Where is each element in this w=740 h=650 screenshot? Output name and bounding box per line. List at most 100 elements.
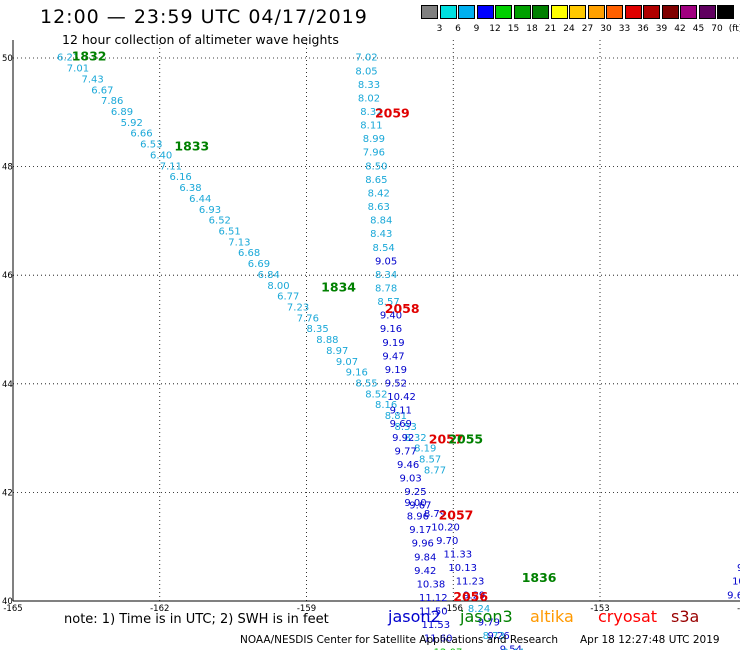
lat-tick-label: 40 [2,597,13,607]
wave-height-value: 8.44 [502,647,524,650]
colorbar-label: (ft) [728,24,740,34]
wave-height-value: 7.11 [160,161,182,172]
colorbar-swatch [661,5,679,19]
wave-height-value: 8.79 [424,509,446,520]
wave-height-value: 11.12 [419,593,448,604]
wave-height-value: 6.40 [150,150,172,161]
pass-time-label: 1836 [522,570,557,585]
wave-height-value: 8.43 [370,229,392,240]
colorbar-label: 42 [674,24,686,34]
colorbar-swatch [476,5,494,19]
wave-height-value: 9.16 [346,368,368,379]
wave-height-value: 8.50 [365,161,387,172]
wave-height-value: 11.23 [456,577,485,588]
wave-height-value: 8.34 [375,270,397,281]
colorbar-label: 33 [618,24,631,34]
wave-height-value: 6.51 [218,226,240,237]
colorbar-swatch [439,5,457,19]
colorbar-swatch [569,5,586,19]
colorbar-swatch [495,5,512,19]
lat-tick-label: 48 [2,163,13,173]
wave-height-value: 9.03 [399,474,421,485]
time-unit-note: note: 1) Time is in UTC; 2) SWH is in fe… [64,612,329,627]
colorbar-swatch [550,5,568,19]
wave-height-value: 6.77 [277,292,299,303]
wave-height-value: 6.16 [170,172,192,183]
wave-height-value: 12.07 [434,647,463,650]
mission-label-s3a: s3a [671,607,700,626]
wave-height-value: 8.19 [414,444,436,455]
colorbar-swatch [606,5,623,19]
map-title: 12:00 — 23:59 UTC 04/17/2019 [40,6,368,28]
pass-time-label: 2057 [429,432,464,447]
wave-height-value: 7.96 [363,148,385,159]
colorbar-label: 36 [637,24,649,34]
colorbar-label: 15 [507,24,520,34]
wave-height-value: 11.50 [419,607,448,618]
wave-height-value: 9.79 [478,617,500,628]
colorbar-swatch [421,5,438,19]
wave-height-value: 6.69 [248,259,270,270]
wave-height-value: 8.42 [368,188,390,199]
wave-height-value: 9.77 [395,446,417,457]
pass-time-label: 2058 [385,301,420,316]
mission-label-jason3: jason3 [460,607,513,626]
wave-height-value: 6.68 [238,248,260,259]
lon-tick-label: -153 [590,604,609,614]
wave-height-value: 9.11 [390,406,412,417]
pass-time-label: 2056 [453,589,488,604]
wave-height-value: 8.73 [483,631,505,642]
wave-height-value: 8.35 [307,324,329,335]
wave-height-value: 6.93 [199,205,221,216]
wave-height-value: 9.67 [727,590,740,601]
wave-height-value: 8.88 [316,335,338,346]
wave-height-value: 9.40 [380,311,402,322]
wave-height-value: 6.89 [111,107,133,118]
wave-height-value: 10.20 [431,522,460,533]
wave-height-value: 6.67 [91,85,113,96]
lon-tick-label: -165 [3,604,22,614]
wave-height-value: 9.46 [397,460,419,471]
wave-height-value: 6.53 [140,140,162,151]
colorbar-label: 3 [436,24,443,34]
wave-height-value: 6.21 [57,53,79,64]
wave-height-value: 8.84 [370,216,392,227]
lat-tick-label: 46 [2,271,13,281]
pass-time-label: 2059 [375,106,410,121]
colorbar-swatch [698,5,716,19]
wave-height-value: 9.25 [404,487,426,498]
wave-height-value: 8.24 [468,604,490,615]
colorbar-swatch [624,5,642,19]
wave-height-value: 9.42 [414,566,436,577]
wave-height-value: 9.17 [409,525,431,536]
lat-tick-label: 44 [2,380,13,390]
wave-height-value: 6.38 [179,183,201,194]
wave-height-value: 6.84 [258,270,280,281]
wave-height-value: 10.42 [387,392,416,403]
wave-height-value: 7.13 [228,237,250,248]
wave-height-value: 8.00 [267,281,289,292]
lon-tick-label: -156 [444,604,463,614]
wave-height-value: 8.32 [360,107,382,118]
wave-height-value: 10.10 [732,577,740,588]
wave-height-value: 9.96 [412,539,434,550]
map-subtitle: 12 hour collection of altimeter wave hei… [62,32,339,47]
wave-height-value: 8.52 [365,389,387,400]
wave-height-value: 5.92 [121,118,143,129]
colorbar-swatch [643,5,660,19]
mission-label-cryosat: cryosat [598,607,658,626]
wave-height-value: 9.67 [409,501,431,512]
wave-height-value: 9.47 [382,351,404,362]
wave-height-value: 7.43 [81,74,103,85]
wave-height-value: 6.44 [189,194,211,205]
wave-height-value: 8.96 [407,512,429,523]
lon-tick-label: -159 [297,604,316,614]
lon-tick-label: -150 [737,604,740,614]
wave-height-value: 8.33 [358,80,380,91]
colorbar-swatch [513,5,531,19]
wave-height-value: 8.05 [355,66,377,77]
colorbar-label: 9 [473,24,480,34]
wave-height-value: 8.16 [375,400,397,411]
wave-height-value: 8.65 [365,175,387,186]
